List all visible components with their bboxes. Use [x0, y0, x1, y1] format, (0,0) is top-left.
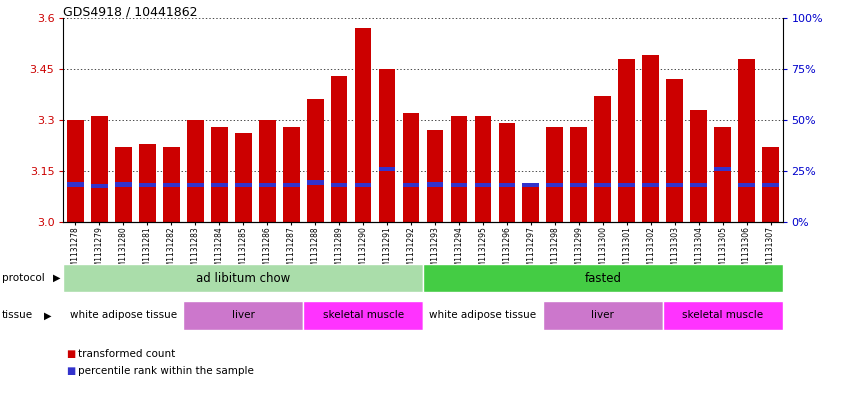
Bar — [618, 59, 635, 222]
Bar — [115, 182, 132, 187]
Bar — [283, 127, 299, 222]
Bar — [211, 183, 228, 187]
Bar — [379, 69, 395, 222]
Bar — [91, 184, 107, 188]
Text: transformed count: transformed count — [78, 349, 175, 359]
Bar — [426, 182, 443, 187]
Bar — [187, 183, 204, 187]
Bar — [667, 79, 683, 222]
Text: liver: liver — [232, 310, 255, 320]
Bar — [595, 96, 611, 222]
Bar — [739, 183, 755, 187]
Bar — [259, 183, 276, 187]
Bar — [139, 144, 156, 222]
Bar — [187, 120, 204, 222]
Text: ▶: ▶ — [44, 310, 52, 320]
Bar — [570, 127, 587, 222]
Bar — [451, 183, 467, 187]
Text: ad libitum chow: ad libitum chow — [196, 272, 290, 285]
Bar — [211, 127, 228, 222]
Bar — [595, 183, 611, 187]
Bar — [714, 167, 731, 171]
Text: skeletal muscle: skeletal muscle — [682, 310, 763, 320]
Bar — [235, 183, 251, 187]
Bar — [762, 183, 779, 187]
Text: white adipose tissue: white adipose tissue — [430, 310, 536, 320]
Bar — [235, 134, 251, 222]
Bar — [403, 113, 420, 222]
Bar — [283, 183, 299, 187]
Bar — [354, 183, 371, 187]
Bar — [423, 264, 783, 292]
Bar — [403, 183, 420, 187]
Bar — [63, 264, 423, 292]
Bar — [307, 99, 323, 222]
Bar — [498, 183, 515, 187]
Text: ■: ■ — [66, 366, 75, 376]
Text: white adipose tissue: white adipose tissue — [70, 310, 177, 320]
Bar — [662, 301, 783, 329]
Bar — [543, 301, 662, 329]
Text: liver: liver — [591, 310, 614, 320]
Text: skeletal muscle: skeletal muscle — [322, 310, 404, 320]
Bar — [303, 301, 423, 329]
Bar — [475, 183, 492, 187]
Bar — [642, 183, 659, 187]
Bar — [163, 183, 179, 187]
Bar — [475, 116, 492, 222]
Text: fasted: fasted — [585, 272, 621, 285]
Bar — [690, 110, 707, 222]
Bar — [498, 123, 515, 222]
Bar — [379, 167, 395, 171]
Bar — [618, 183, 635, 187]
Text: ■: ■ — [66, 349, 75, 359]
Bar — [523, 185, 539, 222]
Bar — [184, 301, 303, 329]
Bar — [163, 147, 179, 222]
Bar — [667, 183, 683, 187]
Bar — [354, 28, 371, 222]
Bar — [426, 130, 443, 222]
Text: ▶: ▶ — [53, 273, 61, 283]
Bar — [714, 127, 731, 222]
Bar — [570, 183, 587, 187]
Bar — [63, 301, 184, 329]
Bar — [451, 116, 467, 222]
Bar — [547, 183, 563, 187]
Bar — [547, 127, 563, 222]
Bar — [139, 183, 156, 187]
Bar — [423, 301, 543, 329]
Bar — [307, 180, 323, 185]
Text: percentile rank within the sample: percentile rank within the sample — [78, 366, 254, 376]
Bar — [739, 59, 755, 222]
Bar — [67, 182, 84, 187]
Text: protocol: protocol — [2, 273, 45, 283]
Bar — [259, 120, 276, 222]
Bar — [642, 55, 659, 222]
Bar — [67, 120, 84, 222]
Bar — [762, 147, 779, 222]
Bar — [331, 75, 348, 222]
Bar — [91, 116, 107, 222]
Bar — [115, 147, 132, 222]
Text: GDS4918 / 10441862: GDS4918 / 10441862 — [63, 6, 198, 19]
Bar — [690, 183, 707, 187]
Bar — [331, 183, 348, 187]
Bar — [523, 183, 539, 187]
Text: tissue: tissue — [2, 310, 33, 320]
